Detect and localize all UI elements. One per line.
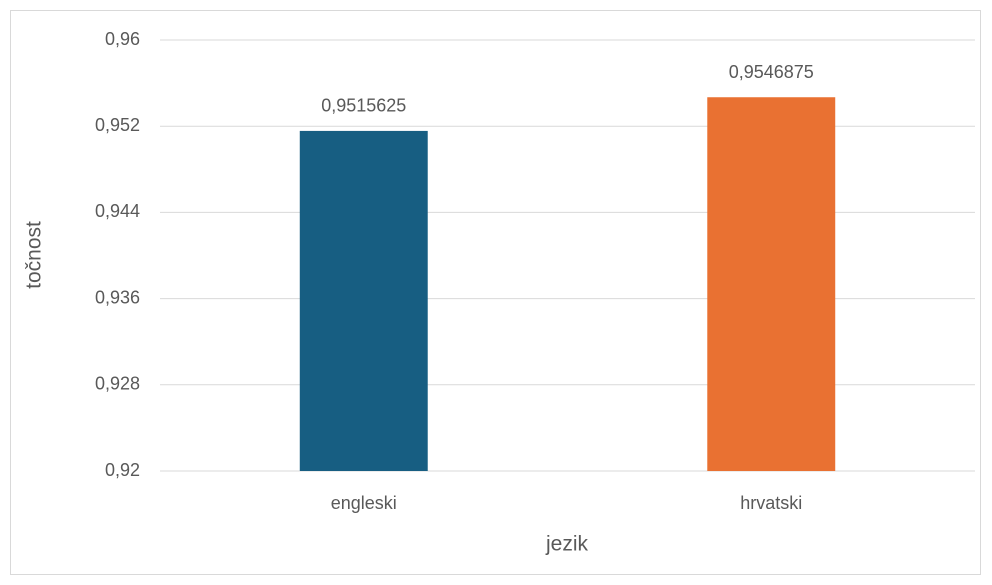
y-tick-label: 0,92	[105, 460, 140, 480]
y-axis-title: točnost	[23, 221, 46, 289]
x-tick-label: engleski	[331, 493, 397, 513]
x-axis-title: jezik	[545, 533, 589, 556]
data-label: 0,9546875	[729, 62, 814, 82]
y-tick-label: 0,96	[105, 29, 140, 49]
y-tick-label: 0,952	[95, 115, 140, 135]
y-tick-label: 0,928	[95, 374, 140, 394]
y-tick-label: 0,936	[95, 287, 140, 307]
bar	[707, 97, 836, 471]
bar	[299, 130, 428, 471]
x-tick-label: hrvatski	[740, 493, 802, 513]
y-tick-label: 0,944	[95, 201, 140, 221]
data-label: 0,9515625	[321, 96, 406, 116]
